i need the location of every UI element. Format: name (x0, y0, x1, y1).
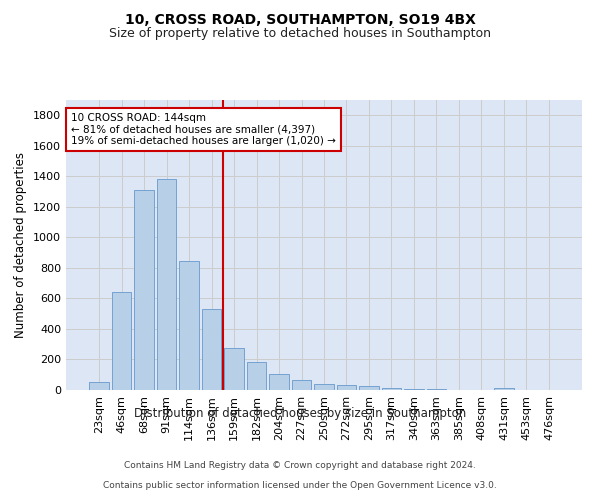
Text: 10 CROSS ROAD: 144sqm
← 81% of detached houses are smaller (4,397)
19% of semi-d: 10 CROSS ROAD: 144sqm ← 81% of detached … (71, 113, 336, 146)
Bar (314, 384, 334, 390)
Bar (427, 389, 446, 390)
Text: 10, CROSS ROAD, SOUTHAMPTON, SO19 4BX: 10, CROSS ROAD, SOUTHAMPTON, SO19 4BX (125, 12, 475, 26)
Y-axis label: Number of detached properties: Number of detached properties (14, 152, 28, 338)
Bar (382, 388, 401, 390)
Bar (359, 386, 379, 390)
Bar (112, 292, 131, 390)
Bar (157, 180, 176, 390)
Bar (89, 382, 109, 390)
Bar (494, 388, 514, 390)
Bar (292, 380, 311, 390)
Text: Distribution of detached houses by size in Southampton: Distribution of detached houses by size … (134, 408, 466, 420)
Text: Size of property relative to detached houses in Southampton: Size of property relative to detached ho… (109, 28, 491, 40)
Text: Contains public sector information licensed under the Open Government Licence v3: Contains public sector information licen… (103, 481, 497, 490)
Text: Contains HM Land Registry data © Crown copyright and database right 2024.: Contains HM Land Registry data © Crown c… (124, 461, 476, 470)
Bar (404, 389, 424, 390)
Bar (269, 374, 289, 390)
Bar (134, 190, 154, 390)
Bar (202, 309, 221, 390)
Bar (224, 348, 244, 390)
Bar (337, 384, 356, 390)
Bar (247, 362, 266, 390)
Bar (179, 260, 199, 390)
